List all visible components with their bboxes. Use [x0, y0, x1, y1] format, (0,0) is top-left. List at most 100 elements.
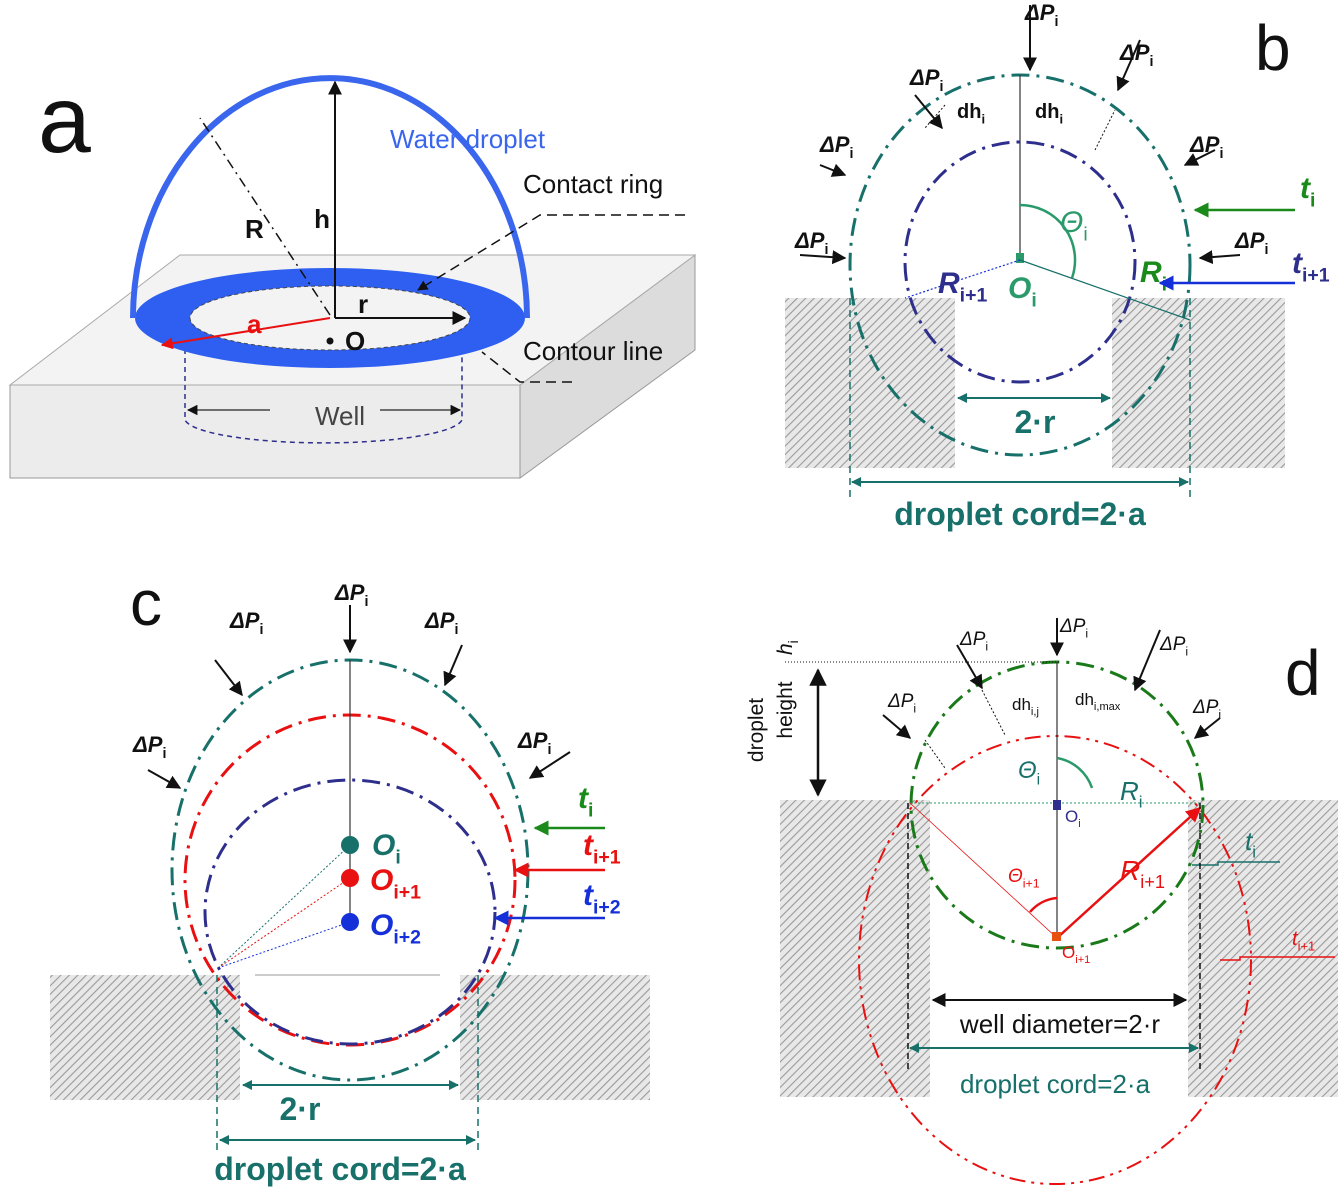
label-sub: i	[981, 112, 985, 127]
label: d	[1285, 637, 1321, 709]
label: R	[245, 214, 264, 244]
label: Θi+1	[1008, 866, 1040, 890]
label-sub: i	[1185, 644, 1188, 658]
label-sub: i+1	[1140, 872, 1165, 892]
slab-front	[10, 385, 520, 478]
angle-arc	[1057, 758, 1092, 788]
line	[925, 740, 945, 768]
label-sub: i	[1162, 273, 1167, 295]
label-sub: i+2	[393, 926, 421, 948]
substrate	[785, 298, 955, 468]
label-sub: i	[1218, 707, 1221, 721]
label-main: O	[1008, 272, 1031, 305]
label-sub: i	[1252, 842, 1256, 861]
label-sub: i+1	[960, 284, 988, 306]
label: ΔPi	[424, 608, 458, 638]
label: Contact ring	[523, 169, 663, 199]
angle-arc	[1030, 898, 1057, 912]
label: dhi	[1035, 101, 1063, 127]
label-main: ΔP	[1159, 634, 1186, 655]
label-sub: i	[162, 746, 166, 762]
label-sub: i	[1031, 289, 1036, 311]
label: ΔPi	[909, 65, 943, 95]
label: well diameter=2·r	[959, 1009, 1160, 1039]
label: ΔPi	[1119, 40, 1153, 70]
line	[800, 255, 845, 258]
label: ΔPi	[794, 228, 828, 258]
label: c	[130, 567, 162, 639]
label: droplet cord=2·a	[894, 496, 1146, 532]
label-sub: i	[259, 622, 263, 638]
label-sub: i	[1264, 242, 1268, 258]
label-main: O	[1062, 943, 1075, 962]
label-main: ΔP	[1192, 697, 1219, 718]
label: ΔPi	[959, 629, 988, 653]
label-sub: i+1	[1302, 264, 1330, 286]
label: Ri	[1120, 776, 1143, 811]
label: a	[247, 309, 262, 339]
label-main: O	[372, 829, 395, 862]
label: ti	[1300, 172, 1315, 211]
label: ΔPi	[517, 728, 551, 758]
line	[982, 690, 1005, 735]
label-sub: i	[395, 846, 400, 868]
label-sub: i	[1083, 223, 1087, 245]
center-dot	[341, 869, 359, 887]
center-dot	[327, 338, 334, 345]
label-sub: i+1	[593, 846, 621, 868]
label: ΔPi	[1059, 616, 1088, 640]
label-main: dh	[1012, 695, 1031, 714]
label: droplet	[745, 698, 768, 762]
label-main: ΔP	[334, 580, 365, 605]
label-sub: i	[786, 640, 801, 643]
line	[445, 645, 462, 685]
label-main: dh	[1075, 690, 1094, 709]
label-main: R	[1120, 855, 1140, 886]
label-sub: i	[364, 594, 368, 610]
label: ti+2	[583, 879, 621, 918]
label-main: Θ	[1018, 757, 1037, 784]
label-sub: i	[1219, 146, 1223, 162]
label-main: h	[774, 643, 797, 655]
label-main: ΔP	[517, 728, 548, 753]
page: aWater dropletContact ringContour lineWe…	[0, 0, 1341, 1189]
line	[148, 770, 180, 788]
label-main: R	[938, 267, 960, 300]
center-marker	[1052, 932, 1061, 941]
label: ΔPi	[1234, 228, 1268, 258]
label-main: dh	[957, 101, 981, 123]
label-sub: i+1	[1298, 939, 1316, 954]
line	[925, 105, 945, 128]
label-main: O	[370, 909, 393, 942]
label: Θi	[1060, 206, 1088, 245]
label-sub: i+1	[1023, 876, 1040, 890]
label: Oi	[372, 829, 401, 868]
label-sub: i	[1059, 112, 1063, 127]
label-sub: i	[1139, 792, 1143, 811]
line	[957, 645, 982, 688]
label-main: ΔP	[1119, 40, 1150, 65]
label-sub: i	[588, 799, 593, 821]
label: O	[345, 326, 365, 356]
line	[1095, 110, 1115, 150]
label-sub: i+1	[393, 881, 421, 903]
label-main: O	[370, 864, 393, 897]
label: Oi+1	[370, 864, 421, 903]
label-sub: i	[1085, 626, 1088, 640]
label-main: dh	[1035, 101, 1059, 123]
label: dhi,max	[1075, 690, 1121, 713]
label: ΔPi	[1159, 634, 1188, 658]
label-main: ΔP	[887, 691, 914, 712]
label: Well	[315, 401, 365, 431]
label-sub: i	[1054, 14, 1058, 30]
label: Water droplet	[390, 124, 546, 154]
label-sub: i	[849, 146, 853, 162]
label-sub: i	[547, 742, 551, 758]
label: Oi+2	[370, 909, 421, 948]
label-main: ΔP	[959, 629, 986, 650]
label-main: ΔP	[132, 732, 163, 757]
label-sub: i+1	[1075, 954, 1090, 966]
label: Oi+1	[1062, 943, 1090, 966]
center-dot	[341, 836, 359, 854]
center-dot	[341, 913, 359, 931]
